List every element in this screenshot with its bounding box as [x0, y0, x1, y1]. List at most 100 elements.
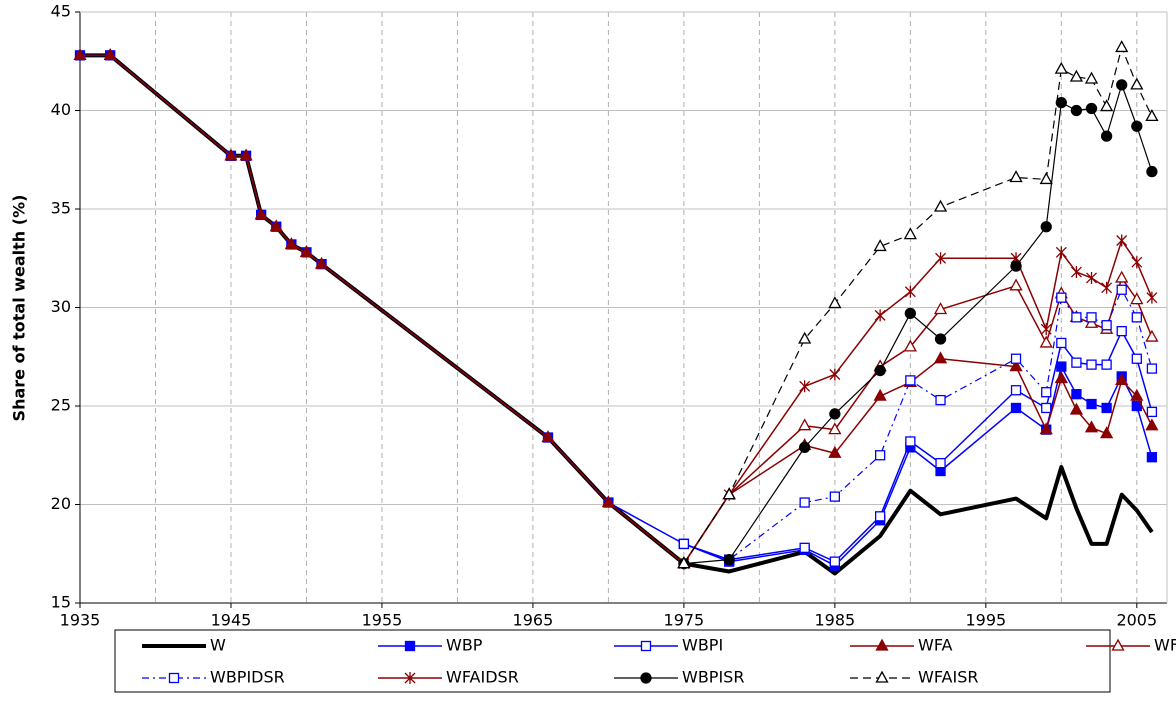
marker — [722, 487, 736, 500]
marker — [799, 497, 810, 508]
marker — [1009, 359, 1023, 372]
marker — [1131, 353, 1142, 364]
marker — [1039, 422, 1053, 435]
marker — [1056, 361, 1067, 372]
marker — [1146, 165, 1158, 178]
marker — [874, 364, 886, 377]
marker — [601, 495, 616, 508]
marker — [1039, 172, 1053, 185]
marker — [1084, 420, 1099, 433]
x-tick-label: 1975 — [664, 611, 705, 630]
legend-label: WFAISR — [918, 668, 979, 687]
marker — [1086, 312, 1097, 323]
y-tick-label: 20 — [51, 494, 71, 513]
marker — [1055, 246, 1067, 259]
marker — [1146, 291, 1158, 304]
marker — [1115, 270, 1129, 283]
y-tick-label: 30 — [51, 297, 71, 316]
legend-label: WBP — [446, 636, 483, 655]
marker — [1116, 79, 1128, 91]
marker — [678, 538, 690, 550]
marker — [1101, 281, 1113, 294]
marker — [799, 380, 811, 393]
marker — [1039, 335, 1053, 348]
marker — [1069, 402, 1084, 415]
marker — [1010, 385, 1022, 396]
marker — [541, 430, 555, 443]
y-tick-label: 45 — [51, 2, 71, 21]
marker — [1100, 130, 1113, 142]
marker — [1116, 325, 1127, 337]
marker — [404, 672, 416, 684]
marker — [798, 331, 812, 344]
marker — [875, 638, 889, 651]
marker — [1115, 373, 1129, 386]
marker — [829, 368, 841, 381]
marker — [404, 640, 416, 652]
marker — [1101, 320, 1112, 331]
marker — [1130, 77, 1144, 90]
x-tick-label: 1965 — [513, 611, 554, 630]
marker — [1054, 371, 1068, 384]
marker — [677, 556, 691, 569]
x-tick-label: 1935 — [60, 611, 101, 630]
series-line — [683, 277, 1153, 565]
marker — [828, 296, 842, 309]
marker — [935, 394, 946, 406]
y-tick-label: 35 — [51, 199, 71, 218]
marker — [723, 554, 735, 566]
marker — [935, 252, 947, 265]
marker — [1146, 452, 1158, 463]
marker — [873, 388, 887, 401]
marker — [269, 219, 283, 232]
marker — [904, 285, 916, 298]
marker — [1041, 402, 1052, 414]
marker — [1084, 71, 1099, 84]
marker — [829, 408, 841, 420]
marker — [1100, 99, 1114, 112]
marker — [1056, 337, 1067, 349]
marker — [1040, 323, 1052, 336]
marker — [1100, 426, 1114, 439]
marker — [905, 375, 916, 386]
legend-label: WBPIDSR — [210, 668, 285, 687]
legend-label: WFAI — [1154, 636, 1176, 655]
marker — [1111, 638, 1125, 651]
marker — [1145, 329, 1159, 342]
marker — [1131, 120, 1143, 132]
legend-label: WBPI — [682, 636, 723, 655]
marker — [254, 207, 268, 220]
marker — [1146, 406, 1158, 418]
marker — [933, 302, 948, 315]
marker — [799, 441, 811, 454]
marker — [103, 47, 117, 60]
marker — [1086, 398, 1097, 410]
marker — [640, 672, 652, 684]
marker — [799, 542, 810, 553]
marker — [829, 556, 841, 567]
marker — [1071, 312, 1082, 323]
marker — [905, 436, 916, 447]
marker — [933, 351, 948, 364]
marker — [224, 148, 238, 161]
y-tick-label: 15 — [51, 593, 71, 612]
marker — [168, 672, 180, 684]
marker — [1070, 266, 1082, 279]
marker — [829, 491, 841, 502]
marker — [1131, 312, 1142, 323]
marker — [1010, 260, 1022, 272]
y-tick-label: 40 — [51, 100, 71, 119]
marker — [640, 640, 652, 652]
marker — [1131, 256, 1143, 269]
marker — [875, 450, 886, 461]
series-line — [683, 46, 1153, 564]
marker — [1085, 102, 1098, 115]
marker — [1101, 359, 1112, 370]
marker — [239, 148, 253, 161]
marker — [798, 418, 812, 431]
x-tick-label: 1955 — [362, 611, 403, 630]
marker — [1054, 61, 1068, 74]
marker — [903, 227, 917, 240]
marker — [284, 237, 298, 250]
marker — [828, 422, 842, 435]
